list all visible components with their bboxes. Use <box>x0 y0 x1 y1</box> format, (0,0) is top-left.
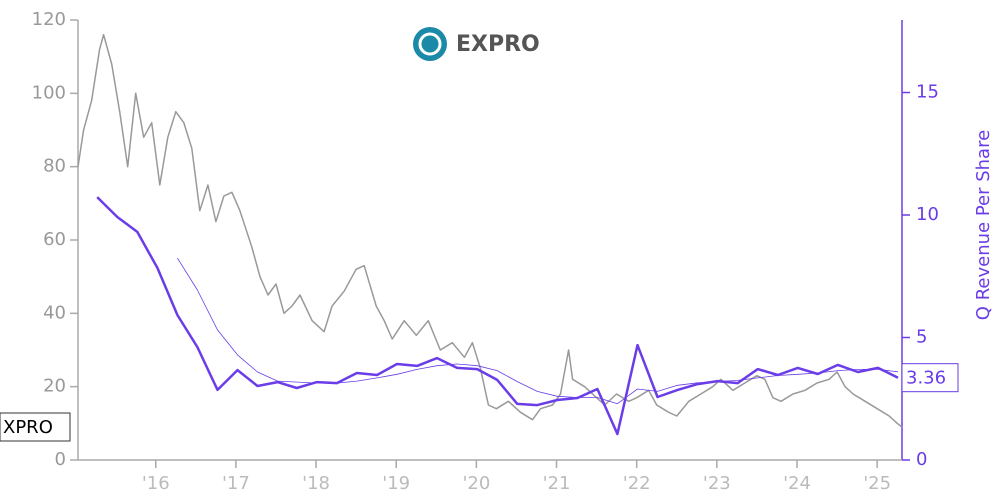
series-name-label: XPRO <box>3 417 53 438</box>
y2-axis-label: Q Revenue Per Share <box>973 130 994 320</box>
logo-text: EXPRO <box>456 32 540 57</box>
y-tick-label: 120 <box>32 9 66 30</box>
last-value-label: 3.36 <box>906 368 946 389</box>
x-tick-label: '24 <box>783 473 811 494</box>
series-name-box <box>0 412 71 442</box>
series-line <box>96 196 899 436</box>
series-line <box>77 33 903 428</box>
y-tick-label: 40 <box>43 302 66 323</box>
y-tick-label: 20 <box>43 376 66 397</box>
x-tick-label: '22 <box>623 473 651 494</box>
y2-tick-label: 0 <box>916 449 927 470</box>
x-tick-label: '19 <box>382 473 410 494</box>
x-tick-label: '16 <box>142 473 170 494</box>
x-tick-label: '21 <box>543 473 571 494</box>
y-tick-label: 100 <box>32 82 66 103</box>
series-line <box>177 257 899 405</box>
y-tick-label: 60 <box>43 229 66 250</box>
x-tick-label: '25 <box>863 473 891 494</box>
x-tick-label: '20 <box>462 473 490 494</box>
y2-tick-label: 15 <box>916 82 939 103</box>
x-tick-label: '17 <box>222 473 250 494</box>
last-value-box <box>901 363 959 393</box>
x-tick-label: '18 <box>302 473 330 494</box>
logo-icon <box>413 27 447 61</box>
y2-tick-label: 10 <box>916 204 939 225</box>
x-tick-label: '23 <box>703 473 731 494</box>
y-tick-label: 0 <box>55 449 66 470</box>
y-tick-label: 80 <box>43 156 66 177</box>
y2-tick-label: 5 <box>916 327 927 348</box>
logo: EXPRO <box>413 27 540 61</box>
logo-icon-ring <box>418 32 442 56</box>
